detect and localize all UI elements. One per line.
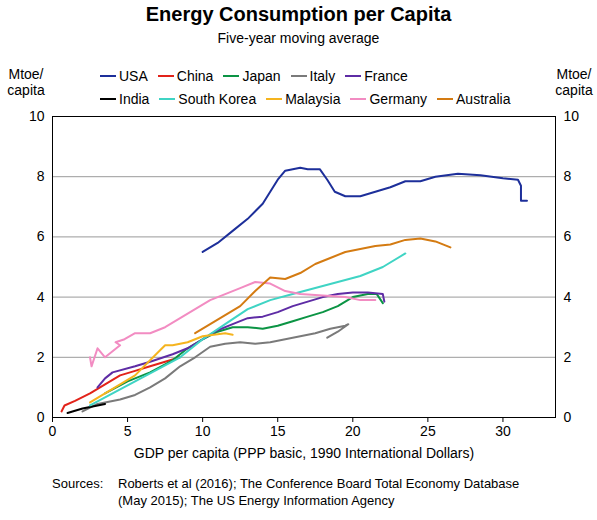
- html-text:capita: capita: [555, 82, 593, 98]
- svg-text:30: 30: [495, 423, 511, 439]
- svg-text:0: 0: [37, 409, 45, 425]
- html-text:South Korea: South Korea: [178, 90, 257, 107]
- svg-text:8: 8: [37, 168, 45, 184]
- html-text:capita: capita: [7, 82, 45, 98]
- svg-text:6: 6: [564, 228, 572, 244]
- svg-text:4: 4: [564, 289, 572, 305]
- svg-text:6: 6: [37, 228, 45, 244]
- html-text:Energy Consumption per Capita: Energy Consumption per Capita: [145, 3, 452, 25]
- svg-text:0: 0: [49, 423, 57, 439]
- html-text:Japan: Japan: [242, 67, 281, 84]
- svg-text:GDP per capita (PPP basic, 199: GDP per capita (PPP basic, 1990 Internat…: [134, 445, 474, 461]
- svg-text:20: 20: [345, 423, 361, 439]
- html-text:Italy: Italy: [309, 67, 336, 84]
- html-text:Mtoe/: Mtoe/: [556, 66, 592, 82]
- html-text:Sources:: Sources:: [52, 476, 104, 491]
- svg-text:8: 8: [564, 168, 572, 184]
- html-text:India: India: [119, 90, 150, 107]
- html-text:France: France: [364, 67, 408, 84]
- html-text:China: China: [176, 67, 214, 84]
- svg-text:5: 5: [124, 423, 132, 439]
- svg-text:10: 10: [29, 108, 45, 124]
- html-text:Australia: Australia: [456, 90, 511, 107]
- html-text:USA: USA: [119, 67, 148, 84]
- svg-text:0: 0: [564, 409, 572, 425]
- html-text:Mtoe/: Mtoe/: [8, 66, 44, 82]
- svg-text:25: 25: [420, 423, 436, 439]
- svg-text:4: 4: [37, 289, 45, 305]
- svg-text:2: 2: [564, 349, 572, 365]
- html-text:Malaysia: Malaysia: [285, 90, 341, 107]
- html-text:Germany: Germany: [369, 90, 427, 107]
- svg-text:10: 10: [564, 108, 580, 124]
- svg-text:2: 2: [37, 349, 45, 365]
- html-text:Roberts et al (2016); The Conf: Roberts et al (2016); The Conference Boa…: [118, 476, 520, 508]
- svg-text:15: 15: [270, 423, 286, 439]
- svg-text:10: 10: [195, 423, 211, 439]
- html-text:Five-year moving average: Five-year moving average: [217, 30, 380, 46]
